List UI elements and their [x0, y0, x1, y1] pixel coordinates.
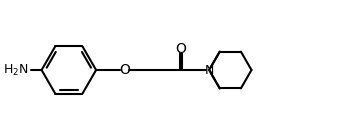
Text: O: O — [119, 63, 130, 77]
Text: N: N — [204, 64, 214, 76]
Text: H$_2$N: H$_2$N — [3, 62, 29, 78]
Text: O: O — [175, 42, 186, 56]
